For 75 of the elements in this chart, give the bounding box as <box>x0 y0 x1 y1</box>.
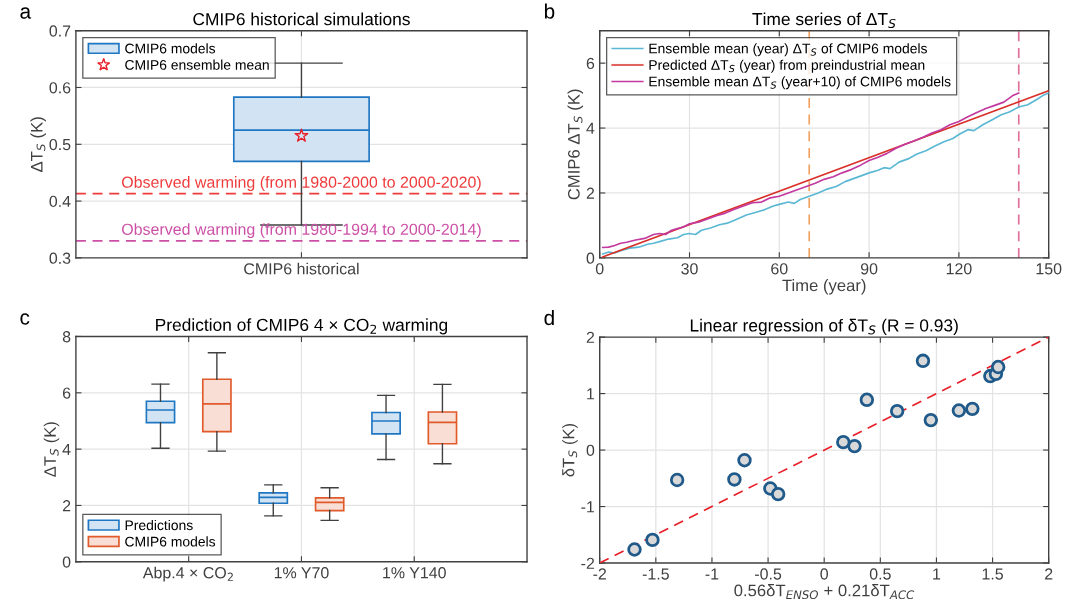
text: a <box>20 7 32 19</box>
legend-label: Predicted ΔT$_{S}$ (year) from preindustrial mean <box>649 59 925 73</box>
y-tick-label: 0.5 <box>49 138 71 151</box>
text: c <box>20 313 30 325</box>
point <box>965 401 980 417</box>
x-tick-label: 0 <box>595 263 604 275</box>
legend-label: CMIP6 models <box>125 43 216 54</box>
point <box>836 434 851 450</box>
x-tick-label: 1% Y70 <box>274 567 329 579</box>
y-tick-label: 1 <box>587 388 595 400</box>
x-tick-label: 60 <box>771 263 788 275</box>
point <box>951 403 967 418</box>
x-tick-label: 90 <box>860 263 878 275</box>
x-axis-title: 0.56δT$_{ENSO}$ + 0.21δT$_{ACC}$ <box>734 584 915 600</box>
x-axis-title: Time (year) <box>782 279 866 295</box>
chart-title: CMIP6 historical simulations <box>193 12 410 26</box>
y-tick-label: 0 <box>586 252 595 264</box>
legend-label: CMIP6 ensemble mean <box>125 59 269 70</box>
point <box>737 453 752 468</box>
y-tick-label: 0 <box>586 444 595 457</box>
point <box>990 359 1006 375</box>
x-tick-label: 1 <box>933 568 941 580</box>
legend-label: Ensemble mean ΔT$_{S}$ (year+10) of CMIP6 models <box>649 76 951 90</box>
y-tick-label: 4 <box>586 122 595 134</box>
chart-title: Prediction of CMIP6 4 × CO$_{2}$ warming <box>156 318 448 335</box>
y-axis-title: ΔT$_{S}$ (K) <box>30 117 46 172</box>
point <box>889 403 905 419</box>
point <box>859 392 875 407</box>
y-tick-label: 8 <box>62 331 71 343</box>
x-tick-label: 120 <box>946 263 972 275</box>
x-tick-label: -0.5 <box>755 568 782 580</box>
x-tick-label: -1 <box>705 568 719 580</box>
y-axis-title: ΔT$_{S}$ (K) <box>43 422 60 477</box>
point <box>923 412 939 428</box>
ref-line-label: Observed warming (from 1980-2000 to 2000-2020) <box>122 176 481 191</box>
y-tick-label: -1 <box>581 501 595 513</box>
y-tick-label: 0 <box>62 556 71 568</box>
point <box>669 472 685 488</box>
ref-line-label: Observed warming (from 1980-1994 to 2000-2014) <box>122 223 481 239</box>
point <box>847 438 862 454</box>
text: d <box>544 309 554 326</box>
text: b <box>544 3 555 19</box>
y-tick-label: 6 <box>62 387 71 399</box>
y-tick-label: 4 <box>62 443 71 455</box>
chart-title: Linear regression of δT$_{S}$ (R = 0.93) <box>690 318 958 336</box>
point <box>770 486 786 502</box>
y-tick-label: 0.3 <box>49 252 71 264</box>
legend-label: CMIP6 models <box>125 536 216 547</box>
x-tick-label: Abp.4 × CO$_{2}$ <box>142 566 233 582</box>
x-tick-label: 1.5 <box>982 568 1003 580</box>
x-tick-label: 2 <box>1045 568 1053 580</box>
y-tick-label: 0.4 <box>49 195 71 208</box>
y-tick-label: 2 <box>62 500 71 512</box>
y-axis-title: CMIP6 ΔT$_{S}$ (K) <box>567 89 584 200</box>
x-tick-label: 0 <box>820 568 829 580</box>
y-tick-label: -2 <box>581 557 595 569</box>
y-tick-label: 6 <box>586 57 595 70</box>
y-tick-label: 2 <box>586 187 595 199</box>
point <box>915 353 931 369</box>
x-tick-label: 0.5 <box>869 568 891 580</box>
legend-label: Predictions <box>125 519 193 531</box>
point <box>645 532 660 548</box>
y-tick-label: 0.7 <box>49 25 71 37</box>
x-tick-label: 150 <box>1036 263 1062 275</box>
x-tick-label: CMIP6 historical <box>244 262 359 275</box>
legend-label: Ensemble mean (year) ΔT$_{S}$ of CMIP6 models <box>649 43 927 57</box>
y-tick-label: 2 <box>586 331 595 343</box>
y-tick-label: 0.6 <box>49 82 71 94</box>
chart-title: Time series of ΔT$_{S}$ <box>752 12 896 29</box>
point <box>727 472 742 487</box>
y-axis-title: δT$_{S}$ (K) <box>562 423 578 477</box>
x-tick-label: 30 <box>681 263 698 275</box>
x-tick-label: -1.5 <box>642 568 669 580</box>
x-tick-label: 1% Y140 <box>383 567 446 579</box>
point <box>627 542 642 557</box>
